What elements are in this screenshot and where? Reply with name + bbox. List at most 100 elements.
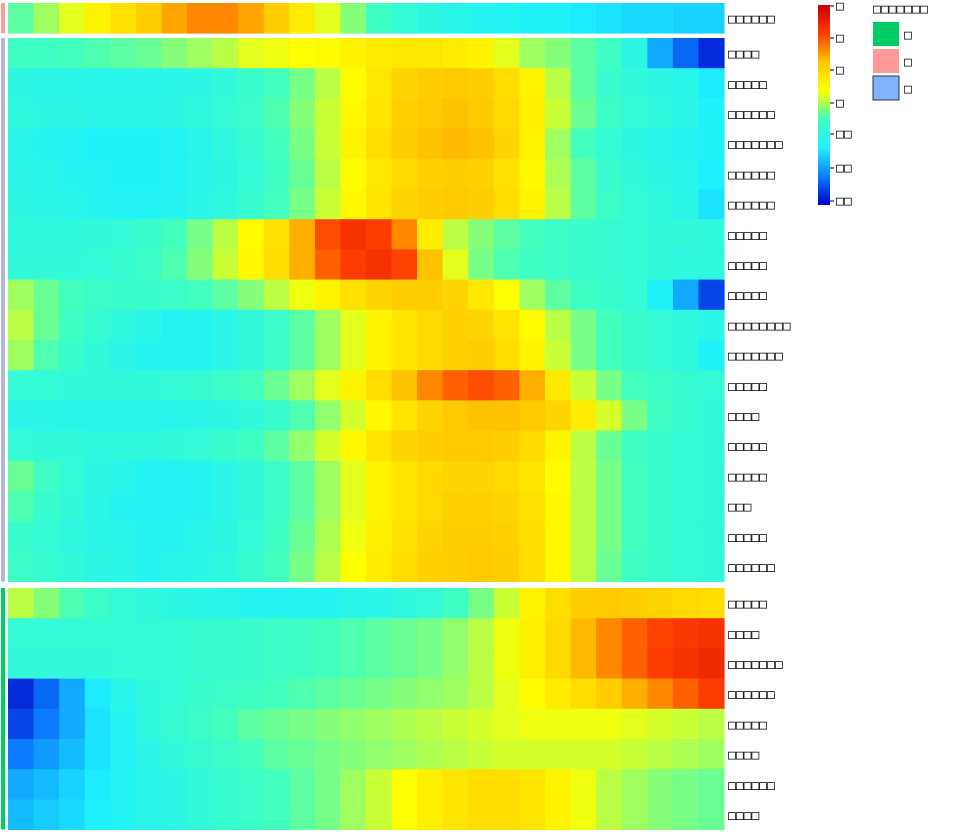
- color-scale-tick-label: □□: [836, 161, 852, 176]
- heatmap-cell: [314, 68, 342, 99]
- heatmap-cell: [212, 618, 239, 649]
- heatmap-cell: [366, 128, 393, 160]
- heatmap-cell: [621, 551, 648, 582]
- heatmap-cell: [570, 38, 597, 69]
- heatmap-cell: [161, 491, 188, 522]
- heatmap-cell: [493, 769, 521, 800]
- heatmap-cell: [519, 400, 546, 431]
- heatmap-cell: [672, 799, 700, 830]
- heatmap-cell: [110, 370, 137, 401]
- heatmap-cell: [314, 3, 342, 34]
- heatmap-cell: [545, 588, 572, 619]
- heatmap-cell: [84, 249, 111, 280]
- heatmap-cell: [289, 769, 316, 800]
- heatmap-cell: [672, 430, 700, 462]
- heatmap-cell: [493, 618, 521, 649]
- heatmap-cell: [84, 799, 111, 830]
- heatmap-cell: [289, 460, 316, 492]
- heatmap-cell: [8, 799, 35, 830]
- heatmap-cell: [672, 249, 700, 280]
- heatmap-cell: [545, 708, 572, 740]
- heatmap-cell: [672, 128, 700, 160]
- heatmap-cell: [314, 98, 342, 129]
- heatmap-cell: [289, 400, 316, 431]
- heatmap-cell: [596, 189, 623, 220]
- heatmap-cell: [442, 799, 469, 830]
- heatmap-cell: [238, 648, 265, 679]
- heatmap-cell: [263, 648, 290, 679]
- heatmap-cell: [647, 521, 674, 552]
- heatmap-cell: [545, 521, 572, 552]
- heatmap-cell: [238, 340, 265, 371]
- heatmap-cell: [110, 648, 137, 679]
- heatmap-cell: [8, 551, 35, 582]
- heatmap-cell: [417, 309, 444, 341]
- heatmap-cell: [391, 219, 418, 250]
- heatmap-cell: [698, 158, 725, 190]
- heatmap-cell: [314, 769, 342, 800]
- heatmap-cell: [59, 400, 86, 431]
- heatmap-cell: [519, 430, 546, 462]
- heatmap-cell: [519, 98, 546, 129]
- heatmap-cell: [33, 158, 60, 190]
- heatmap-cell: [110, 279, 137, 311]
- heatmap-cell: [545, 648, 572, 679]
- heatmap-cell: [698, 460, 725, 492]
- group-bar-2: [1, 38, 5, 582]
- heatmap-cell: [417, 769, 444, 800]
- heatmap-cell: [647, 588, 674, 619]
- heatmap-cell: [8, 678, 35, 710]
- heatmap-cell: [596, 38, 623, 69]
- heatmap-cell: [647, 400, 674, 431]
- heatmap-cell: [570, 219, 597, 250]
- heatmap-cell: [698, 309, 725, 341]
- heatmap-cell: [596, 708, 623, 740]
- heatmap-cell: [366, 799, 393, 830]
- heatmap-cell: [391, 98, 418, 129]
- heatmap-cell: [647, 249, 674, 280]
- heatmap-cell: [238, 588, 265, 619]
- heatmap-cell: [698, 128, 725, 160]
- row-label: □□□□□: [728, 530, 767, 545]
- row-label: □□□□□□: [728, 168, 775, 183]
- heatmap-cell: [647, 769, 674, 800]
- heatmap-cell: [493, 708, 521, 740]
- row-label: □□□□□□: [728, 12, 775, 27]
- heatmap-cell: [84, 309, 111, 341]
- heatmap-cell: [135, 38, 163, 69]
- heatmap-cell: [493, 739, 521, 770]
- heatmap-cell: [570, 249, 597, 280]
- heatmap-cell: [33, 799, 60, 830]
- heatmap-cell: [238, 219, 265, 250]
- heatmap-cell: [340, 491, 367, 522]
- heatmap-cell: [570, 460, 597, 492]
- heatmap-cell: [238, 551, 265, 582]
- heatmap-cell: [366, 708, 393, 740]
- heatmap-cell: [493, 551, 521, 582]
- heatmap-cell: [366, 521, 393, 552]
- heatmap-cell: [135, 3, 163, 34]
- heatmap-cell: [519, 460, 546, 492]
- heatmap-cell: [84, 678, 111, 710]
- heatmap-cell: [212, 219, 239, 250]
- heatmap-cell: [621, 648, 648, 679]
- heatmap-cell: [135, 708, 163, 740]
- heatmap-cell: [314, 400, 342, 431]
- heatmap-cell: [135, 68, 163, 99]
- heatmap-cell: [417, 3, 444, 34]
- heatmap-cell: [289, 708, 316, 740]
- heatmap-cell: [417, 430, 444, 462]
- color-scale-bar: [818, 5, 830, 205]
- heatmap-cell: [366, 430, 393, 462]
- heatmap-cell: [570, 551, 597, 582]
- heatmap-cell: [672, 309, 700, 341]
- heatmap-cell: [545, 618, 572, 649]
- heatmap-cell: [8, 430, 35, 462]
- heatmap-cell: [59, 460, 86, 492]
- heatmap-cell: [59, 430, 86, 462]
- heatmap-cell: [161, 400, 188, 431]
- heatmap-cell: [519, 678, 546, 710]
- heatmap-cell: [110, 68, 137, 99]
- heatmap-cell: [366, 158, 393, 190]
